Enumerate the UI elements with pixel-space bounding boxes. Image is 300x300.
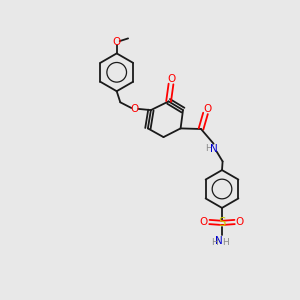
Text: H: H: [205, 144, 211, 153]
Text: O: O: [204, 103, 212, 114]
Text: O: O: [200, 217, 208, 227]
Text: N: N: [210, 143, 218, 154]
Text: H: H: [222, 238, 229, 247]
Text: N: N: [215, 236, 223, 246]
Text: S: S: [218, 216, 226, 230]
Text: O: O: [167, 74, 175, 84]
Text: O: O: [130, 104, 139, 114]
Text: O: O: [112, 37, 121, 47]
Text: H: H: [211, 238, 217, 247]
Text: O: O: [236, 217, 244, 227]
